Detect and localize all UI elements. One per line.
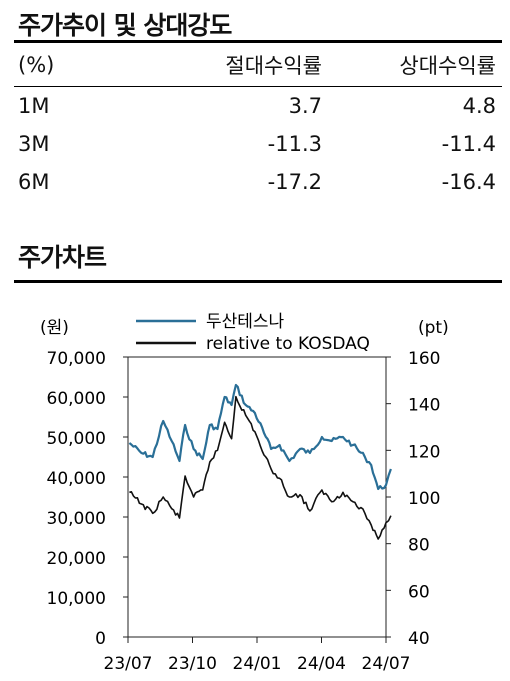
right-tick-label: 100 bbox=[408, 489, 440, 509]
row-absolute: 3.7 bbox=[288, 94, 322, 118]
x-tick-label: 24/01 bbox=[233, 654, 282, 674]
series-line-stock-price bbox=[128, 383, 392, 491]
header-unit: (%) bbox=[14, 44, 112, 87]
right-tick-label: 160 bbox=[408, 349, 440, 369]
section-title-price-chart: 주가차트 bbox=[18, 243, 107, 272]
left-unit-label: (원) bbox=[40, 318, 69, 338]
chart-gridlines bbox=[123, 356, 391, 643]
header-relative-return: 상대수익률 bbox=[326, 44, 502, 87]
left-tick-label: 30,000 bbox=[47, 509, 106, 529]
legend-label: 두산테스나 bbox=[206, 312, 285, 332]
plot-frame bbox=[127, 356, 387, 638]
left-tick-label: 50,000 bbox=[47, 429, 106, 449]
table-row: 3M -11.3 -11.4 bbox=[14, 125, 502, 163]
header-absolute-return: 절대수익률 bbox=[112, 44, 326, 87]
title-rule bbox=[14, 40, 502, 43]
row-period: 1M bbox=[18, 94, 50, 118]
left-tick-label: 40,000 bbox=[47, 469, 106, 489]
table-header-row: (%) 절대수익률 상대수익률 bbox=[14, 44, 502, 87]
table-row: 6M -17.2 -16.4 bbox=[14, 163, 502, 201]
right-tick-label: 140 bbox=[408, 396, 440, 416]
x-tick-label: 23/10 bbox=[168, 654, 217, 674]
x-tick-label: 24/04 bbox=[297, 654, 346, 674]
right-unit-label: (pt) bbox=[418, 318, 449, 338]
x-tick-label: 24/07 bbox=[362, 654, 411, 674]
right-tick-label: 80 bbox=[408, 536, 430, 556]
row-relative: -11.4 bbox=[441, 132, 496, 156]
left-tick-label: 0 bbox=[95, 629, 106, 649]
x-tick-label: 23/07 bbox=[104, 654, 153, 674]
row-absolute: -17.2 bbox=[267, 170, 322, 194]
chart-title-rule bbox=[14, 280, 502, 283]
right-tick-label: 120 bbox=[408, 442, 440, 462]
left-tick-label: 10,000 bbox=[47, 589, 106, 609]
series-line-relative-kosdaq bbox=[129, 395, 392, 540]
left-tick-label: 70,000 bbox=[47, 349, 106, 369]
performance-table: (%) 절대수익률 상대수익률 1M 3.7 4.8 3M -11.3 -11.… bbox=[14, 44, 502, 201]
right-tick-label: 60 bbox=[408, 582, 430, 602]
axis-labels: 70,000 60,000 50,000 40,000 30,000 20,000 10,0… bbox=[40, 318, 449, 674]
left-tick-label: 20,000 bbox=[47, 549, 106, 569]
price-chart: 70,000 60,000 50,000 40,000 30,000 20,000 10,0… bbox=[40, 312, 449, 674]
row-relative: 4.8 bbox=[462, 94, 496, 118]
row-relative: -16.4 bbox=[441, 170, 496, 194]
legend-label: relative to KOSDAQ bbox=[206, 334, 370, 354]
row-period: 6M bbox=[18, 170, 50, 194]
section-title-price-trend: 주가추이 및 상대강도 bbox=[18, 11, 232, 40]
row-period: 3M bbox=[18, 132, 50, 156]
left-tick-label: 60,000 bbox=[47, 389, 106, 409]
row-absolute: -11.3 bbox=[267, 132, 322, 156]
right-tick-label: 40 bbox=[408, 629, 430, 649]
table-row: 1M 3.7 4.8 bbox=[14, 87, 502, 126]
series-layer bbox=[128, 383, 392, 540]
